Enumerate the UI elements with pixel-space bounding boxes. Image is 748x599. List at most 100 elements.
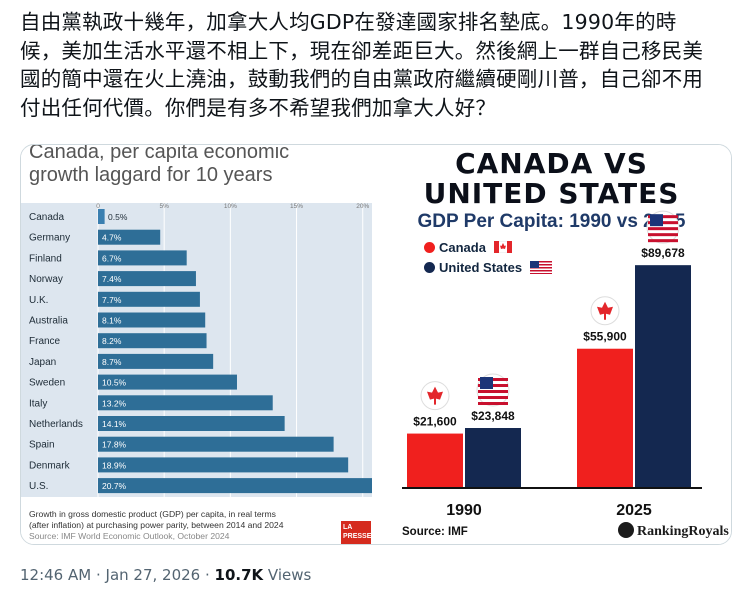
legend-us-swatch	[424, 262, 435, 273]
post-media[interactable]: Canada, per capita economic growth lagga…	[20, 144, 732, 545]
views-count: 10.7K	[214, 566, 264, 584]
x-tick-label: 15%	[290, 203, 303, 210]
growth-chart-source: Source: IMF World Economic Outlook, Octo…	[29, 531, 230, 541]
growth-chart-title-line2: growth laggard for 10 years	[29, 164, 273, 186]
x-tick-label: 20%	[356, 203, 369, 210]
bar	[98, 457, 349, 473]
canada-flag-icon	[493, 240, 512, 254]
x-tick-label: 10%	[224, 203, 237, 210]
us-flag-icon	[529, 261, 552, 274]
meta-separator: ·	[91, 566, 106, 584]
legend-us-label: United States	[439, 260, 523, 275]
x-tick-label: 5%	[159, 203, 169, 210]
category-label: U.S.	[29, 481, 48, 492]
flag-canton	[480, 377, 493, 390]
category-label: 2025	[616, 502, 652, 519]
bar-value-label: 13.2%	[102, 398, 127, 408]
bar	[635, 265, 691, 487]
category-label: Finland	[29, 253, 62, 264]
compare-title-line2: UNITED STATES	[423, 177, 680, 210]
category-label: Norway	[29, 274, 63, 285]
gdp-compare-panel: CANADA VS UNITED STATES GDP Per Capita: …	[372, 145, 731, 544]
category-label: Canada	[29, 212, 64, 223]
flag-stripe	[478, 402, 508, 406]
flag-stripe	[648, 239, 678, 243]
compare-title-line1: CANADA VS	[455, 147, 648, 180]
category-label: Denmark	[29, 460, 71, 471]
category-label: Netherlands	[29, 419, 83, 430]
bar	[577, 348, 633, 487]
bar-value-label: $21,600	[413, 415, 457, 429]
growth-chart-svg: 0 5% 10% 15% 20% Canada 0.5% Germany 4.7% Finland…	[29, 203, 372, 497]
bar	[98, 250, 187, 266]
flag-stripe	[648, 233, 678, 237]
bar-value-label: 20.7%	[102, 481, 127, 491]
bar	[98, 271, 196, 287]
bar-value-label: 10.5%	[102, 378, 127, 388]
compare-source: Source: IMF	[402, 526, 468, 538]
legend-canada-label: Canada	[439, 240, 486, 255]
post-line: 國的簡中還在火上澆油，鼓動我們的自由黨政府繼續硬剛川普，自己卻不用	[20, 67, 704, 92]
post-line: 自由黨執政十幾年，加拿大人均GDP在發達國家排名墊底。1990年的時	[20, 10, 677, 34]
post-text: 自由黨執政十幾年，加拿大人均GDP在發達國家排名墊底。1990年的時 候，美加生…	[20, 8, 732, 122]
bar-value-label: 0.5%	[108, 212, 128, 222]
bar	[98, 395, 273, 411]
category-label: Germany	[29, 233, 70, 244]
growth-footnote-line1: Growth in gross domestic product (GDP) p…	[29, 509, 276, 519]
flag-stripe	[478, 396, 508, 400]
bar-value-label: 17.8%	[102, 440, 127, 450]
bar	[98, 478, 372, 494]
views-label: Views	[263, 566, 312, 584]
category-label: Spain	[29, 440, 55, 451]
brand-name: RankingRoyals	[637, 524, 729, 539]
growth-chart-footnote: Growth in gross domestic product (GDP) p…	[29, 509, 329, 542]
bar-value-label: 18.9%	[102, 460, 127, 470]
bar	[98, 291, 200, 307]
bar-value-label: 8.1%	[102, 316, 122, 326]
bar-value-label: 6.7%	[102, 253, 122, 263]
legend-canada: Canada	[424, 240, 512, 255]
ranking-royals-logo-icon	[618, 522, 634, 538]
bar	[98, 374, 237, 390]
gdp-compare-svg: $21,600 $23,848 1990 $55,900 $89,678 2025	[402, 210, 702, 519]
post-meta: 12:46 AM · Jan 27, 2026 · 10.7K Views	[20, 566, 311, 584]
logo-line1: LA	[343, 524, 353, 531]
logo-line2: PRESSE	[343, 533, 372, 540]
category-label: U.K.	[29, 295, 48, 306]
category-label: Japan	[29, 357, 56, 368]
bar-value-label: $55,900	[583, 330, 627, 344]
ranking-royals-brand: RankingRoyals	[618, 522, 729, 540]
category-label: Australia	[29, 316, 68, 327]
bar-value-label: $23,848	[471, 409, 515, 423]
bar	[98, 416, 285, 431]
bar	[98, 209, 105, 224]
compare-subtitle: GDP Per Capita: 1990 vs 2025	[417, 211, 686, 232]
growth-chart-title-line1: Canada, per capita economic	[29, 144, 290, 163]
post-time[interactable]: 12:46 AM	[20, 566, 92, 584]
bar-value-label: 14.1%	[102, 419, 127, 429]
growth-footnote-line2: (after inflation) at purchasing power pa…	[29, 520, 284, 530]
bar	[465, 428, 521, 487]
post-line: 付出任何代價。你們是有多不希望我們加拿大人好？	[20, 95, 497, 120]
flag-stripe	[648, 227, 678, 231]
legend-canada-swatch	[424, 242, 435, 253]
bar-value-label: 8.2%	[102, 336, 122, 346]
la-presse-logo: LA PRESSE	[341, 521, 371, 544]
bar	[407, 433, 463, 487]
legend-us: United States	[424, 260, 552, 275]
maple-leaf-icon	[597, 301, 613, 320]
bar	[98, 436, 334, 452]
bar	[98, 312, 206, 328]
bar-value-label: 8.7%	[102, 357, 122, 367]
post-date[interactable]: Jan 27, 2026	[105, 566, 201, 584]
category-label: Italy	[29, 398, 47, 409]
maple-leaf-icon	[427, 386, 443, 405]
bar-value-label: 4.7%	[102, 233, 122, 243]
category-label: Sweden	[29, 378, 65, 389]
bar-value-label: 7.4%	[102, 274, 122, 284]
bar-value-label: 7.7%	[102, 295, 122, 305]
category-label: 1990	[446, 502, 482, 519]
bar-value-label: $89,678	[641, 246, 685, 260]
bar	[98, 353, 214, 369]
meta-separator: ·	[200, 566, 215, 584]
